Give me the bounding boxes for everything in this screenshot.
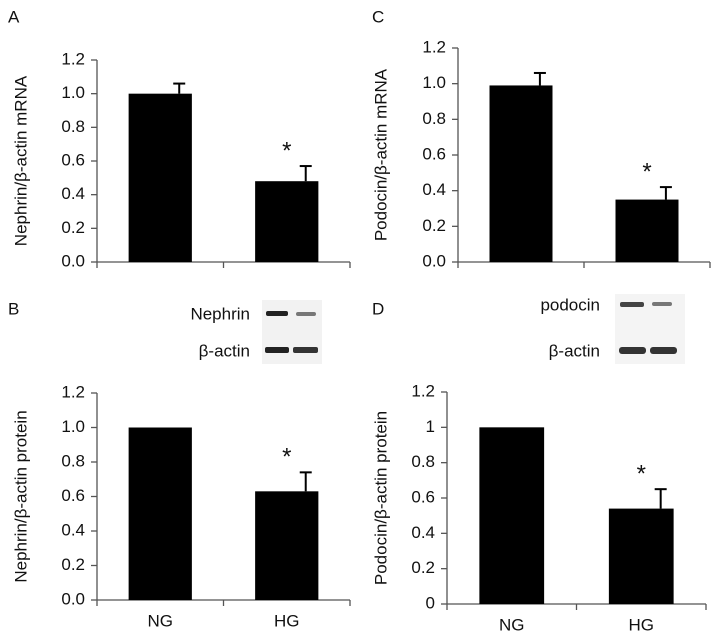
- significance-marker: *: [637, 461, 646, 488]
- y-tick-label: 0: [426, 593, 435, 612]
- y-axis-label: Podocin/β-actin mRNA: [371, 68, 390, 241]
- y-tick-label: 0.4: [411, 523, 435, 542]
- y-axis-label: Nephrin/β-actin mRNA: [11, 75, 30, 246]
- blot-label: Nephrin: [190, 304, 250, 323]
- y-axis-label: Podocin/β-actin protein: [371, 411, 390, 585]
- blot-label: podocin: [540, 295, 600, 314]
- blot-b: [262, 300, 322, 364]
- x-tick-label: HG: [274, 611, 300, 630]
- y-tick-label: 1.0: [61, 83, 85, 102]
- y-tick-label: 1.0: [61, 417, 85, 436]
- y-tick-label: 0.2: [61, 555, 85, 574]
- y-tick-label: 0.4: [422, 180, 446, 199]
- y-tick-label: 0.6: [422, 144, 446, 163]
- y-tick-label: 0.8: [422, 109, 446, 128]
- y-tick-label: 0.0: [61, 251, 85, 270]
- x-tick-label: HG: [629, 615, 655, 634]
- y-tick-label: 0.2: [61, 218, 85, 237]
- bar: [489, 85, 553, 262]
- y-tick-label: 1: [426, 417, 435, 436]
- bar: [255, 181, 319, 262]
- significance-marker: *: [282, 137, 291, 164]
- y-tick-label: 0.6: [411, 487, 435, 506]
- blot-label: β-actin: [199, 341, 250, 360]
- bar: [479, 427, 545, 604]
- y-tick-label: 1.2: [61, 49, 85, 68]
- x-tick-label: NG: [148, 611, 174, 630]
- y-tick-label: 1.2: [422, 37, 446, 56]
- y-axis-label: Nephrin/β-actin protein: [11, 410, 30, 582]
- y-tick-label: 0.6: [61, 150, 85, 169]
- y-tick-label: 0.8: [61, 117, 85, 136]
- significance-marker: *: [282, 444, 291, 471]
- panel-label: D: [372, 299, 384, 318]
- y-tick-label: 0.2: [411, 558, 435, 577]
- y-tick-label: 0.2: [422, 216, 446, 235]
- blot-label: β-actin: [549, 341, 600, 360]
- y-tick-label: 0.6: [61, 486, 85, 505]
- y-tick-label: 1.0: [422, 73, 446, 92]
- y-tick-label: 0.8: [61, 451, 85, 470]
- y-tick-label: 1.2: [411, 381, 435, 400]
- bar: [615, 199, 679, 262]
- y-tick-label: 1.2: [61, 382, 85, 401]
- y-tick-label: 0.4: [61, 520, 85, 539]
- y-tick-label: 0.0: [61, 589, 85, 608]
- bar: [128, 93, 192, 263]
- significance-marker: *: [642, 158, 651, 185]
- bar: [608, 508, 674, 604]
- blot-d: [615, 294, 685, 364]
- y-tick-label: 0.0: [422, 251, 446, 270]
- panel-label: A: [8, 7, 20, 26]
- panel-label: B: [8, 299, 19, 318]
- panel-label: C: [372, 7, 384, 26]
- bar: [128, 427, 192, 600]
- y-tick-label: 0.4: [61, 184, 85, 203]
- y-tick-label: 0.8: [411, 452, 435, 471]
- x-tick-label: NG: [499, 615, 525, 634]
- bar: [255, 491, 319, 600]
